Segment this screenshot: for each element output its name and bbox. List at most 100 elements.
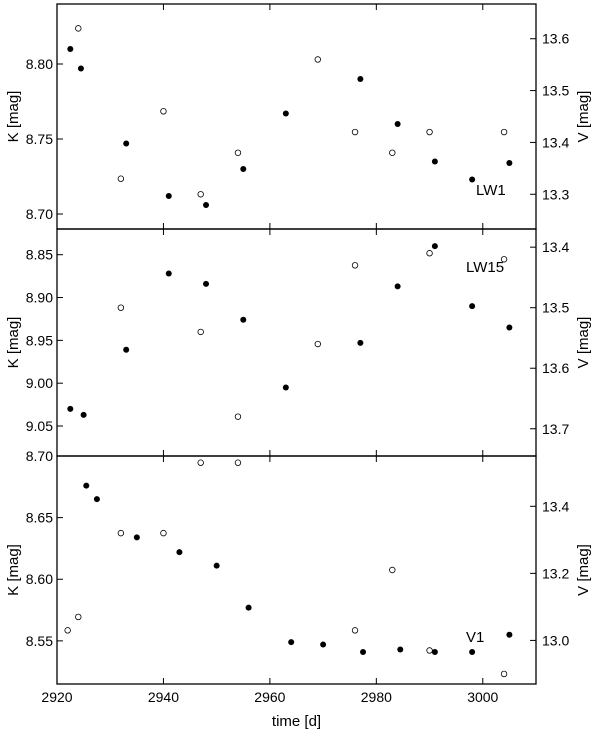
left-tick-label: 8.90 xyxy=(26,290,53,306)
k-band-point xyxy=(282,110,289,117)
k-band-point xyxy=(67,405,74,412)
k-band-point xyxy=(240,166,247,172)
k-band-point xyxy=(394,121,401,127)
v-band-point xyxy=(500,670,508,678)
v-band-point xyxy=(351,262,359,269)
left-tick-label: 8.80 xyxy=(26,56,53,72)
panel-lw1-ticks: 8.70 8.75 8.80 13.3 13.4 13.5 13.6 xyxy=(26,4,569,229)
v-band-point xyxy=(160,108,167,115)
panel-v1-points xyxy=(64,459,513,678)
v-band-point xyxy=(234,149,242,156)
left-tick-label: 8.60 xyxy=(26,571,53,587)
left-tick-label: 8.65 xyxy=(26,510,53,526)
k-band-point xyxy=(93,496,100,503)
k-band-point xyxy=(123,346,130,353)
k-band-point xyxy=(123,140,130,147)
panel-v1-ticks: 8.55 8.60 8.65 8.70 13.0 13.2 13.4 2920 2940 2960… xyxy=(26,448,570,705)
k-band-point xyxy=(506,631,513,638)
v-band-point xyxy=(351,627,359,634)
panel-lw1-label: LW1 xyxy=(476,182,506,199)
right-tick-label: 13.6 xyxy=(542,31,569,47)
left-tick-label: 8.75 xyxy=(26,131,53,147)
panel-lw1: K [mag] V [mag] LW1 8.70 8.75 8.80 13.3 13.4… xyxy=(5,3,592,230)
left-tick-label: 8.70 xyxy=(26,206,53,222)
x-tick-label: 2980 xyxy=(361,689,392,705)
panel-lw15-points xyxy=(67,243,513,420)
k-band-point xyxy=(245,604,252,611)
panel-v1-frame xyxy=(56,455,537,685)
left-tick-label: 8.55 xyxy=(26,633,53,649)
v-band-point xyxy=(500,256,508,263)
x-tick-label: 2920 xyxy=(41,689,72,705)
left-tick-label: 9.05 xyxy=(26,418,53,434)
k-band-point xyxy=(67,46,74,52)
v-band-point xyxy=(117,175,125,182)
v-band-point xyxy=(389,566,396,574)
k-band-point xyxy=(431,243,438,250)
right-tick-label: 13.4 xyxy=(542,498,569,514)
right-tick-label: 13.3 xyxy=(542,186,569,202)
k-band-point xyxy=(360,648,367,655)
k-band-point xyxy=(83,482,90,489)
k-band-point xyxy=(397,646,404,653)
x-tick-label: 2940 xyxy=(148,689,179,705)
k-band-point xyxy=(431,648,438,655)
x-tick-label: 3000 xyxy=(467,689,498,705)
k-band-point xyxy=(213,562,220,569)
v-band-point xyxy=(234,413,242,420)
k-band-point xyxy=(469,176,476,183)
v-band-point xyxy=(500,128,508,136)
v-band-point xyxy=(160,529,167,537)
k-band-point xyxy=(176,549,183,556)
v-band-point xyxy=(314,56,321,63)
v-band-point xyxy=(314,340,321,348)
k-band-point xyxy=(431,158,438,165)
k-band-point xyxy=(506,324,513,331)
k-band-point xyxy=(357,76,364,82)
panel-lw15-label: LW15 xyxy=(466,259,504,276)
k-band-point xyxy=(469,648,476,655)
v-band-point xyxy=(197,459,204,466)
k-band-point xyxy=(165,193,172,199)
panel-v1-y2label: V [mag] xyxy=(575,544,592,596)
panel-v1: K [mag] V [mag] V1 time [d] 8.55 8.60 8.65… xyxy=(5,448,592,730)
right-tick-label: 13.5 xyxy=(542,300,569,316)
k-band-point xyxy=(203,280,210,287)
v-band-point xyxy=(351,128,359,136)
v-band-point xyxy=(64,627,71,634)
left-tick-label: 8.85 xyxy=(26,247,53,263)
k-band-point xyxy=(357,339,364,346)
right-tick-label: 13.4 xyxy=(542,134,569,150)
v-band-point xyxy=(426,647,433,654)
k-band-point xyxy=(506,160,513,166)
panel-lw1-points xyxy=(67,25,513,208)
k-band-point xyxy=(320,641,327,648)
right-tick-label: 13.7 xyxy=(542,421,569,437)
left-tick-label: 9.00 xyxy=(26,375,53,391)
right-tick-label: 13.6 xyxy=(542,360,569,376)
x-axis-label: time [d] xyxy=(272,713,321,730)
panel-lw15-ylabel: K [mag] xyxy=(5,317,22,369)
k-band-point xyxy=(165,270,172,277)
panel-lw15: K [mag] V [mag] LW15 8.85 8.90 8.95 9.00 9.0… xyxy=(5,228,592,457)
panel-lw15-frame xyxy=(56,228,537,457)
v-band-point xyxy=(117,304,125,311)
k-band-point xyxy=(203,202,210,208)
panel-lw15-y2label: V [mag] xyxy=(575,317,592,369)
v-band-point xyxy=(75,613,82,621)
k-band-point xyxy=(394,283,401,290)
left-tick-label: 8.70 xyxy=(26,448,53,464)
panel-lw15-ticks: 8.85 8.90 8.95 9.00 9.05 13.4 13.5 13.6 13.7 xyxy=(26,229,569,456)
right-tick-label: 13.0 xyxy=(542,632,569,648)
v-band-point xyxy=(197,191,204,198)
v-band-point xyxy=(426,128,433,136)
right-tick-label: 13.4 xyxy=(542,239,569,255)
right-tick-label: 13.5 xyxy=(542,83,569,99)
v-band-point xyxy=(234,459,242,466)
v-band-point xyxy=(197,328,204,336)
v-band-point xyxy=(117,529,125,537)
v-band-point xyxy=(75,25,82,32)
k-band-point xyxy=(469,303,476,310)
x-tick-label: 2960 xyxy=(254,689,285,705)
k-band-point xyxy=(80,411,87,418)
